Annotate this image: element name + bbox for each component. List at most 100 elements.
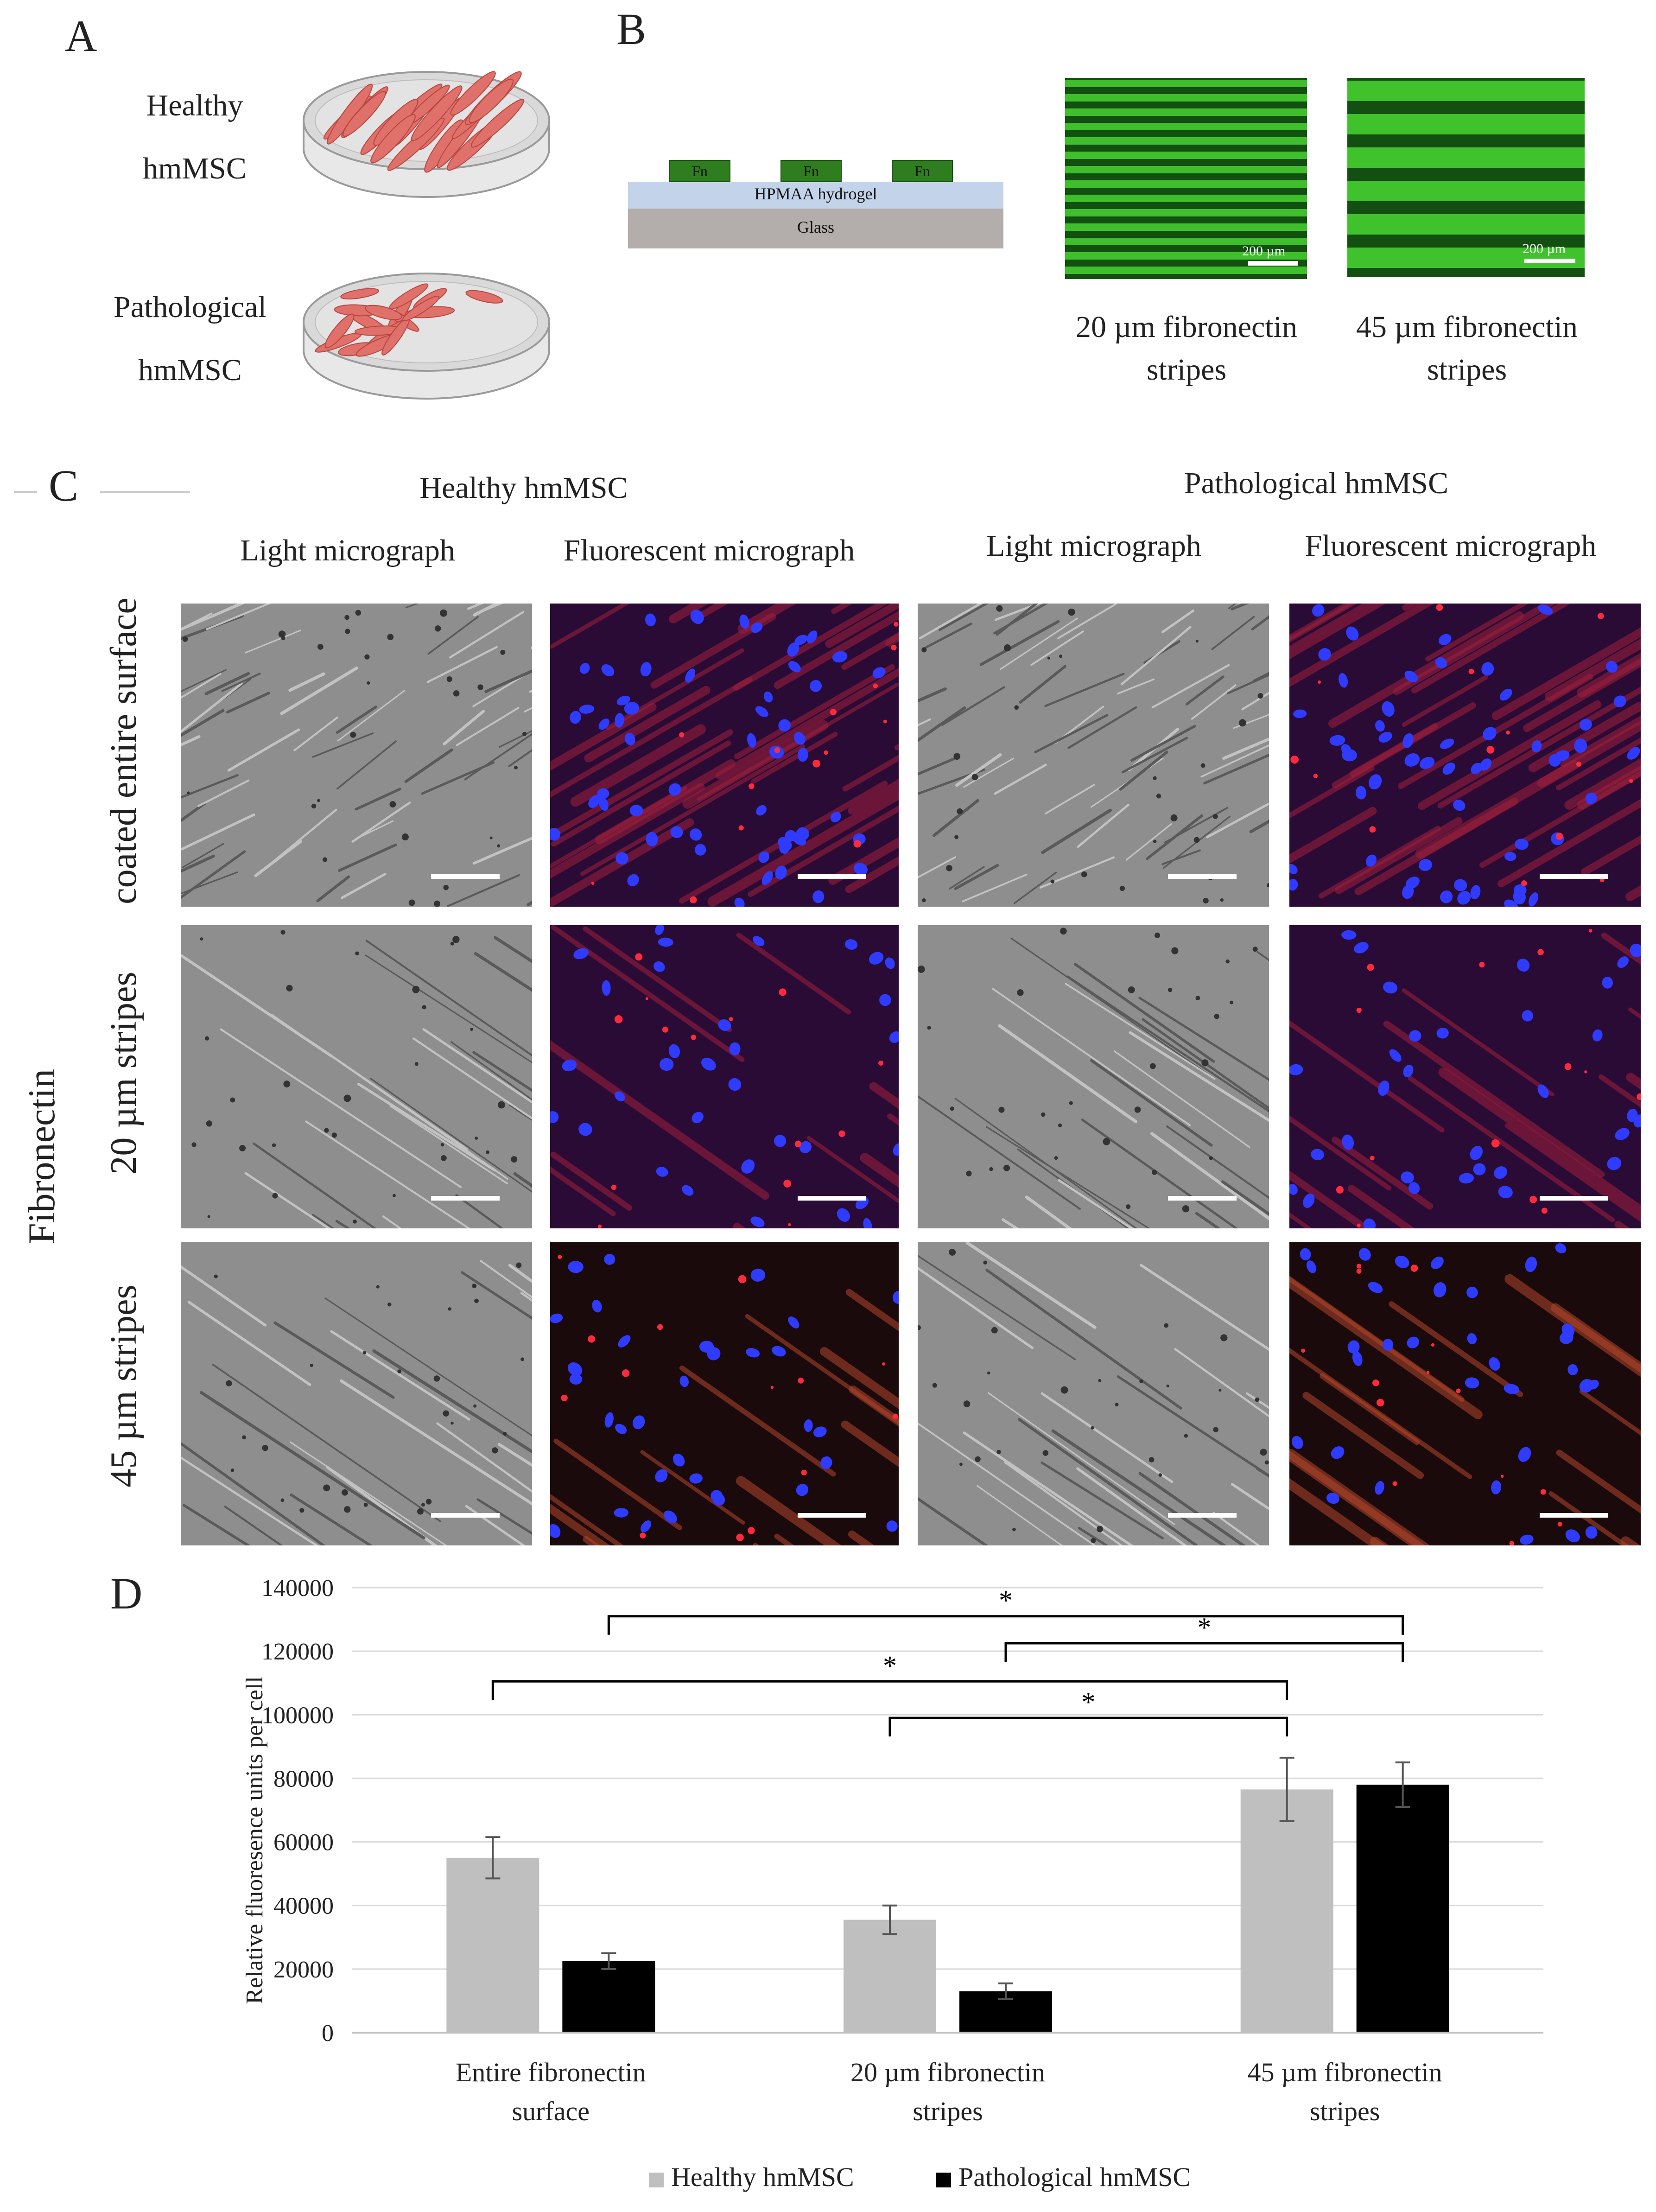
group-healthy-heading: Healthy hmMSC <box>419 471 628 505</box>
micrograph-light <box>181 1242 532 1545</box>
x-tick-label: stripes <box>1310 2096 1380 2126</box>
scale-bar <box>798 1196 866 1201</box>
col-pathological-light: Light micrograph <box>986 529 1201 563</box>
fn-stripe <box>1065 209 1307 216</box>
fn-stripe <box>1347 214 1585 235</box>
error-bar <box>998 1982 1013 2000</box>
panel-d-letter: D <box>110 1569 143 1618</box>
y-tick-label: 0 <box>322 2020 334 2047</box>
cell-shape <box>465 290 503 304</box>
caption-45um-line1: 45 µm fibronectin <box>1356 310 1578 344</box>
scale-bar <box>1540 874 1608 879</box>
fn-stripe <box>1065 223 1307 231</box>
scale-label-20um: 200 µm <box>1242 243 1286 259</box>
micrograph-fluor <box>1289 604 1641 907</box>
fn-stripe <box>1065 108 1307 116</box>
cell-shape <box>370 114 416 164</box>
error-bar <box>1279 1756 1294 1822</box>
fn-stripe <box>1065 80 1307 87</box>
error-bar <box>485 1836 501 1880</box>
substrate-schematic: Fn Fn Fn HPMAA hydrogel Glass <box>628 160 1003 248</box>
significance-bracket <box>491 1680 1288 1700</box>
scale-bar <box>431 874 500 879</box>
caption-45um: 45 µm fibronectin stripes <box>1330 306 1604 392</box>
significance-bracket <box>888 1716 1288 1737</box>
scale-bar <box>798 1513 866 1518</box>
y-tick-label: 20000 <box>273 1957 334 1983</box>
cell-shape <box>340 288 380 300</box>
chart-legend: Healthy hmMSC Pathological hmMSC <box>649 2162 1191 2192</box>
caption-45um-line2: stripes <box>1427 353 1507 387</box>
scale-bar <box>1540 1196 1608 1201</box>
scale-bar <box>431 1196 500 1201</box>
fn-stripe <box>1347 81 1585 101</box>
fn-stripe <box>1065 166 1307 173</box>
micrograph-fluor <box>550 925 899 1228</box>
cell-shape <box>468 78 514 123</box>
micrograph-light <box>181 604 532 907</box>
fn-pad-1 <box>669 160 730 182</box>
col-pathological-fluor: Fluorescent micrograph <box>1305 529 1597 563</box>
pathological-label-line2: hmMSC <box>138 353 242 387</box>
group-pathological-heading: Pathological hmMSC <box>1184 466 1449 500</box>
healthy-petri-dish <box>303 71 550 198</box>
bar-healthy <box>446 1857 539 2033</box>
fn-pad-3 <box>892 160 953 182</box>
caption-20um-line2: stripes <box>1146 353 1227 387</box>
micrograph-light <box>918 1242 1269 1545</box>
fn-stripe <box>1065 267 1307 274</box>
significance-star: * <box>1197 1612 1211 1643</box>
cell-shape <box>365 305 402 320</box>
x-tick-label: Entire fibronectin <box>456 2057 646 2087</box>
scale-bar <box>798 874 866 879</box>
y-tick-label: 100000 <box>261 1702 334 1729</box>
col-healthy-fluor: Fluorescent micrograph <box>563 534 855 567</box>
scale-bar <box>1524 259 1575 263</box>
scale-label-45um: 200 µm <box>1523 241 1566 256</box>
micrograph-fluor <box>1289 1242 1641 1545</box>
fn-stripe <box>1347 181 1585 201</box>
row-label-45um: 45 µm stripes <box>103 1284 144 1487</box>
fn-label-2: Fn <box>803 163 819 179</box>
x-tick-label: 45 µm fibronectin <box>1248 2057 1442 2087</box>
micrograph-fluor <box>1289 925 1641 1228</box>
panel-c-letter: C <box>49 461 79 510</box>
scale-bar <box>1168 874 1237 879</box>
fn-label-1: Fn <box>692 163 708 179</box>
significance-star: * <box>1081 1687 1095 1717</box>
divider-right <box>100 491 190 493</box>
y-tick-label: 80000 <box>273 1766 334 1792</box>
x-tick-label: surface <box>512 2096 590 2126</box>
y-tick-label: 120000 <box>261 1639 334 1665</box>
scale-bar <box>1168 1513 1237 1518</box>
legend-swatch-pathological <box>936 2173 951 2187</box>
caption-20um-line1: 20 µm fibronectin <box>1076 310 1297 344</box>
fn-stripe <box>1065 195 1307 202</box>
healthy-label-line1: Healthy <box>146 89 243 122</box>
y-tick-label: 60000 <box>273 1830 334 1856</box>
cell-shape <box>470 99 525 148</box>
panel-a-letter: A <box>65 11 97 61</box>
scale-bar <box>431 1513 500 1518</box>
micrograph-light <box>181 925 532 1228</box>
stripes-20um-image: 200 µm <box>1065 78 1307 279</box>
y-tick-label: 40000 <box>273 1893 334 1920</box>
error-bar <box>601 1952 616 1970</box>
x-tick-label: 20 µm fibronectin <box>850 2057 1045 2087</box>
hydrogel-layer <box>628 182 1003 209</box>
fn-pad-2 <box>780 160 842 182</box>
error-bar <box>1395 1761 1410 1808</box>
bar-healthy <box>844 1920 936 2033</box>
fn-stripe <box>1065 137 1307 145</box>
fn-stripe <box>1065 238 1307 245</box>
bar-pathological <box>1356 1785 1449 2033</box>
fn-stripe <box>1347 114 1585 134</box>
cell-shape <box>450 71 496 116</box>
scale-bar <box>1540 1513 1608 1518</box>
glass-label: Glass <box>797 218 834 236</box>
fn-stripe <box>1347 147 1585 168</box>
error-bar <box>882 1904 897 1935</box>
row-label-entire: coated entire surface <box>103 597 144 904</box>
panel-b-letter: B <box>616 4 647 54</box>
cell-shape <box>411 85 463 141</box>
